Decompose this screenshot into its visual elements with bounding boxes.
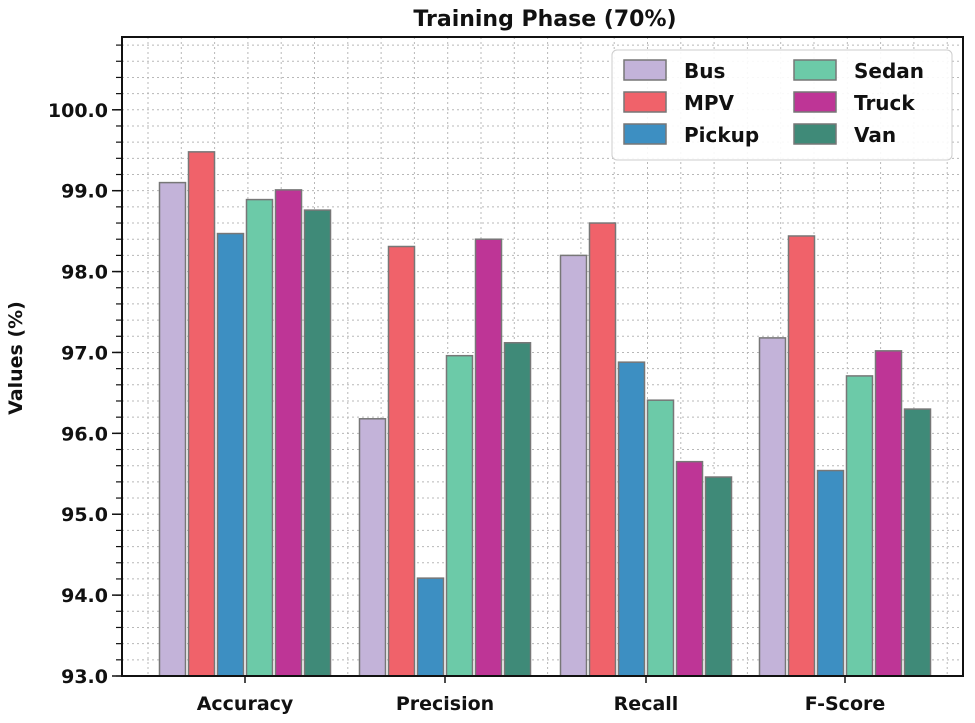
bar-pickup-f-score [816,469,845,677]
y-tick-label: 95.0 [61,504,108,526]
bar-van-recall [704,476,733,677]
legend-swatch-van [793,123,837,145]
legend-swatch-truck [793,91,837,113]
y-tick-label: 98.0 [61,262,108,284]
bar-bus-accuracy [158,181,187,677]
legend-swatch-pickup [623,123,667,145]
bar-truck-f-score [874,350,903,677]
bar-mpv-recall [588,222,617,677]
y-axis-label: Values (%) [5,301,27,415]
legend-label-truck: Truck [854,91,915,115]
bar-truck-accuracy [274,189,303,677]
bar-mpv-accuracy [187,151,216,677]
legend-label-van: Van [854,123,896,147]
bar-truck-precision [474,238,503,677]
bar-mpv-precision [387,245,416,677]
bar-van-precision [503,341,532,677]
bar-mpv-f-score [787,235,816,677]
bar-bus-recall [559,254,588,677]
legend-swatch-bus [623,59,667,81]
bar-truck-recall [675,460,704,677]
y-tick-label: 96.0 [61,423,108,445]
bar-bus-f-score [758,337,787,677]
y-tick-label: 100.0 [48,100,108,122]
bar-pickup-accuracy [216,232,245,677]
y-tick-label: 93.0 [61,666,108,688]
bar-pickup-precision [416,577,445,677]
y-tick-label: 99.0 [61,181,108,203]
bars [158,151,932,677]
axes: 93.0 94.0 95.0 96.0 97.0 98.0 99.0 100.0 Accurac… [48,36,964,715]
x-tick-label: Accuracy [197,693,294,715]
bar-pickup-recall [617,361,646,677]
bar-sedan-precision [445,354,474,677]
legend-swatch-mpv [623,91,667,113]
plot-frame [121,36,964,677]
bar-sedan-accuracy [245,198,274,677]
y-tick-label: 94.0 [61,585,108,607]
bar-bus-precision [358,418,387,677]
legend-box [611,49,953,161]
legend-swatch-sedan [793,59,837,81]
chart-title: Training Phase (70%) [413,7,676,32]
bar-van-accuracy [303,209,332,677]
legend-label-pickup: Pickup [684,123,759,147]
legend: Bus MPV Pickup Sedan Truck Van [611,49,953,161]
bar-sedan-f-score [845,375,874,677]
x-tick-label: F-Score [805,693,886,715]
bar-sedan-recall [646,399,675,677]
bar-van-f-score [903,408,932,677]
legend-label-mpv: MPV [684,91,735,115]
legend-label-sedan: Sedan [854,59,924,83]
x-tick-label: Precision [396,693,494,715]
x-tick-label: Recall [614,693,679,715]
legend-label-bus: Bus [684,59,725,83]
y-tick-label: 97.0 [61,342,108,364]
